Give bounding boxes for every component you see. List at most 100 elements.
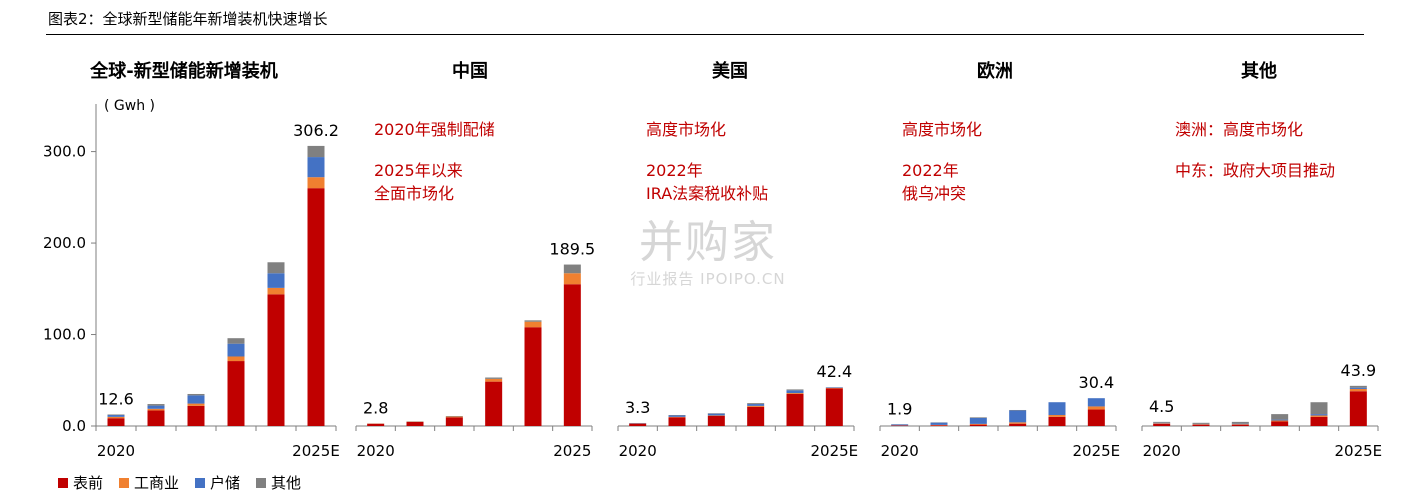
bar-segment-front [187,405,205,426]
bar-segment-residential [1349,387,1367,389]
annotation-text: 2022年 [646,161,703,180]
legend-item-residential: 户储 [195,472,240,493]
bar-segment-front [1231,424,1249,426]
x-tick-label: 2020 [619,442,657,460]
bar-segment-residential [891,424,909,426]
bar-segment-front [707,415,725,426]
bar-segment-front [307,188,325,426]
bar-segment-front [825,388,843,426]
bar-segment-front [786,393,804,426]
bar-segment-other [267,262,285,274]
bar-segment-residential [187,395,205,404]
x-tick-label: 2020 [881,442,919,460]
legend-swatch-other [256,477,267,488]
bar-segment-residential [227,343,245,357]
value-label: 3.3 [625,398,650,417]
annotation-text: 2020年强制配储 [374,120,495,139]
annotation-text: 2025年以来 [374,161,463,180]
panel-title: 欧洲 [977,60,1013,82]
bar-segment-commercial [1271,420,1289,422]
bar-segment-commercial [1087,406,1105,410]
bar-segment-front [1048,416,1066,426]
bar-segment-residential [147,405,165,409]
watermark-main: 并购家 [639,217,777,268]
bar-segment-front [1310,416,1328,426]
bar-segment-front [267,294,285,426]
y-tick-label: 200.0 [43,234,86,252]
bar-segment-commercial [786,393,804,394]
bar-segment-residential [307,157,325,178]
bar-segment-residential [107,415,125,417]
annotation-text: 2022年 [902,161,959,180]
bar-segment-residential [747,404,765,406]
bar-segment-other [1349,385,1367,388]
bar-segment-residential [1009,410,1027,423]
bar-segment-commercial [485,378,503,382]
bar-segment-front [1349,391,1367,426]
page-title: 图表2：全球新型储能年新增装机快速增长 [48,10,328,28]
bar-segment-other [1153,421,1171,423]
legend-item-front: 表前 [58,472,103,493]
x-tick-label: 2025 [553,442,591,460]
x-tick-label: 2020 [357,442,395,460]
bar-segment-commercial [1009,422,1027,424]
bar-segment-residential [969,417,987,424]
bar-segment-residential [825,387,843,388]
panel-title: 其他 [1241,60,1277,82]
annotation-text: 澳洲：高度市场化 [1175,120,1303,139]
bar-segment-front [227,361,245,426]
bar-segment-other [563,264,581,274]
bar-segment-commercial [267,287,285,295]
legend-item-other: 其他 [256,472,301,493]
legend: 表前 工商业 户储 其他 [58,472,301,493]
watermark: 并购家 行业报告 IPOIPO.CN [598,206,818,289]
annotation-text: 俄乌冲突 [902,184,966,203]
bar-segment-front [930,425,948,426]
bar-segment-other [1310,402,1328,415]
bar-segment-commercial [227,356,245,362]
value-label: 30.4 [1079,373,1115,392]
bar-segment-front [1153,423,1171,426]
bar-segment-front [1087,409,1105,426]
bar-segment-commercial [1349,388,1367,392]
bar-segment-front [147,410,165,426]
value-label: 12.6 [98,389,134,408]
bar-segment-residential [267,273,285,288]
legend-item-commercial: 工商业 [119,472,179,493]
value-label: 43.9 [1341,361,1377,380]
bar-segment-other [485,377,503,379]
bar-segment-other [524,320,542,322]
bar-segment-other [107,414,125,416]
bar-segment-other [1271,414,1289,420]
x-tick-label: 2025E [1073,442,1121,460]
legend-swatch-front [58,477,68,488]
bar-segment-other [969,417,987,418]
value-label: 4.5 [1149,397,1174,416]
legend-swatch-commercial [119,477,130,488]
bar-segment-commercial [107,416,125,419]
bar-segment-commercial [307,177,325,189]
value-label: 306.2 [293,121,339,140]
value-label: 42.4 [817,362,853,381]
annotation-text: 高度市场化 [646,120,726,139]
bar-segment-front [668,417,686,426]
bar-segment-front [367,423,385,426]
bar-segment-front [747,406,765,426]
bar-segment-residential [1087,398,1105,407]
legend-label: 其他 [271,474,302,492]
bar-segment-front [107,418,125,426]
value-label: 189.5 [549,240,595,259]
bar-segment-front [563,284,581,426]
bar-segment-front [1009,423,1027,426]
bar-segment-residential [786,390,804,394]
bar-segment-front [406,421,424,426]
y-tick-label: 100.0 [43,326,86,344]
panel-title: 中国 [452,60,488,82]
bar-segment-other [786,389,804,391]
watermark-sub: 行业报告 IPOIPO.CN [630,270,786,288]
bar-segment-other [227,338,245,344]
bar-segment-commercial [445,416,463,418]
annotation-text: IRA法案税收补贴 [646,184,768,203]
bar-segment-residential [668,415,686,417]
